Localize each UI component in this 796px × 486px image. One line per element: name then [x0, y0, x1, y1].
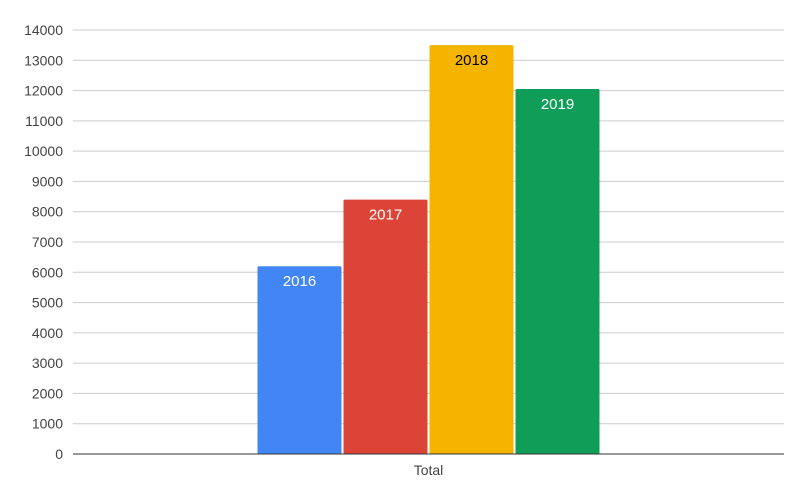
bar-2018	[429, 45, 514, 455]
data-labels: 2016 2017 2018 2019	[283, 52, 574, 290]
y-tick-label: 0	[55, 446, 63, 462]
x-category-label: Total	[414, 462, 444, 478]
data-label-2017: 2017	[369, 207, 402, 224]
x-axis-tick-labels: Total	[414, 462, 444, 478]
y-tick-label: 8000	[32, 204, 63, 220]
y-tick-label: 5000	[32, 295, 63, 311]
y-tick-label: 12000	[24, 83, 63, 99]
bar-2019	[515, 89, 600, 455]
y-tick-label: 13000	[24, 52, 63, 68]
data-label-2018: 2018	[455, 52, 488, 69]
bar-2017	[343, 199, 428, 454]
y-tick-label: 1000	[32, 416, 63, 432]
y-tick-label: 7000	[32, 234, 63, 250]
y-tick-label: 4000	[32, 325, 63, 341]
data-label-2019: 2019	[541, 96, 574, 113]
y-tick-label: 3000	[32, 355, 63, 371]
gridlines	[73, 29, 784, 425]
y-tick-label: 6000	[32, 264, 63, 280]
y-axis-tick-labels: 0 1000 2000 3000 4000 5000 6000 7000 8000 9000 100…	[24, 22, 63, 462]
y-tick-label: 10000	[24, 143, 63, 159]
y-tick-label: 14000	[24, 22, 63, 38]
y-tick-label: 11000	[25, 113, 63, 129]
bars	[257, 45, 600, 455]
y-tick-label: 2000	[32, 385, 63, 401]
data-label-2016: 2016	[283, 273, 316, 290]
bar-2016	[257, 266, 342, 454]
y-tick-label: 9000	[32, 173, 63, 189]
